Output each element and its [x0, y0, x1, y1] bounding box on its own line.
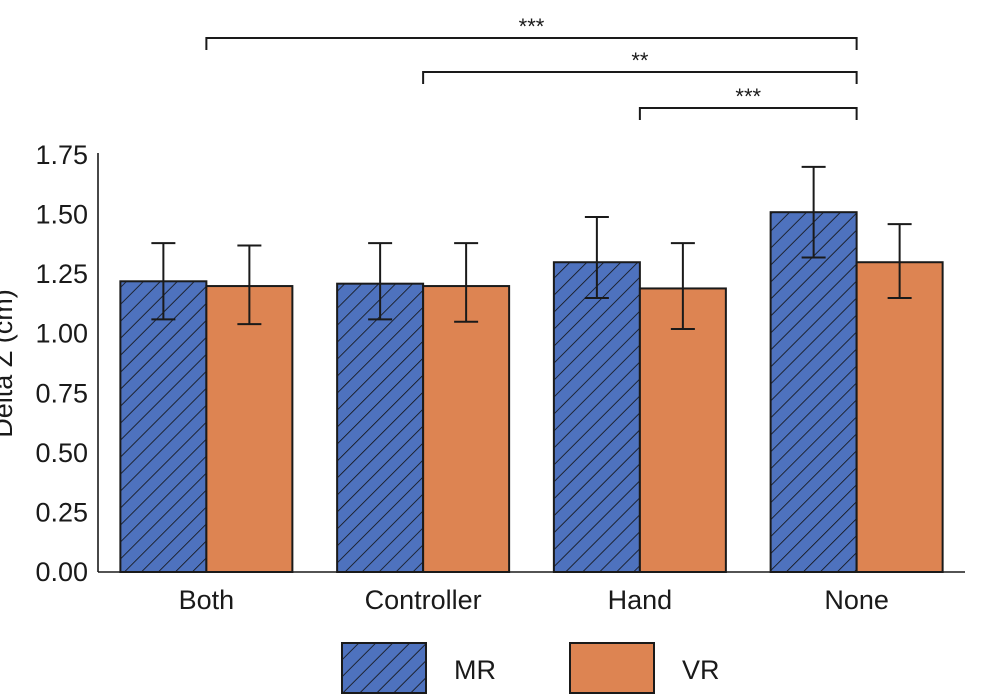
y-tick-label: 0.00 — [35, 557, 88, 587]
significance-bracket — [205, 37, 858, 50]
axes: 0.00 0.25 0.50 0.75 1.00 1.25 1.50 1.75 Delta Z … — [0, 140, 965, 615]
legend: MR VR — [341, 642, 720, 694]
bar-mr-both — [119, 280, 208, 573]
x-tick-label: None — [824, 585, 889, 615]
bar-vr-both — [205, 285, 294, 573]
legend-label-mr: MR — [454, 655, 496, 685]
bar-mr-controller — [336, 282, 425, 573]
legend-swatch-vr — [569, 642, 655, 694]
bar-vr-controller — [422, 285, 511, 573]
x-tick-label: Controller — [365, 585, 482, 615]
bars — [119, 211, 944, 573]
significance-bracket — [638, 107, 858, 120]
legend-label-vr: VR — [682, 655, 720, 685]
significance-brackets: ******** — [205, 14, 858, 120]
significance-label: *** — [519, 14, 545, 39]
y-tick-label: 0.25 — [35, 497, 88, 527]
x-tick-label: Hand — [608, 585, 673, 615]
bar-vr-hand — [638, 287, 727, 573]
bar-mr-hand — [552, 261, 641, 573]
x-tick-label: Both — [179, 585, 235, 615]
bar-mr-none — [769, 211, 858, 573]
y-tick-label: 0.50 — [35, 438, 88, 468]
y-axis-label: Delta Z (cm) — [0, 289, 18, 438]
legend-swatch-mr — [341, 642, 427, 694]
y-tick-label: 1.75 — [35, 140, 88, 170]
y-tick-label: 1.00 — [35, 319, 88, 349]
significance-bracket — [422, 71, 858, 84]
y-tick-label: 0.75 — [35, 378, 88, 408]
significance-label: *** — [735, 84, 761, 109]
y-tick-label: 1.25 — [35, 259, 88, 289]
significance-label: ** — [631, 48, 649, 73]
error-bars — [151, 165, 912, 330]
y-tick-label: 1.50 — [35, 200, 88, 230]
bar-vr-none — [855, 261, 944, 573]
